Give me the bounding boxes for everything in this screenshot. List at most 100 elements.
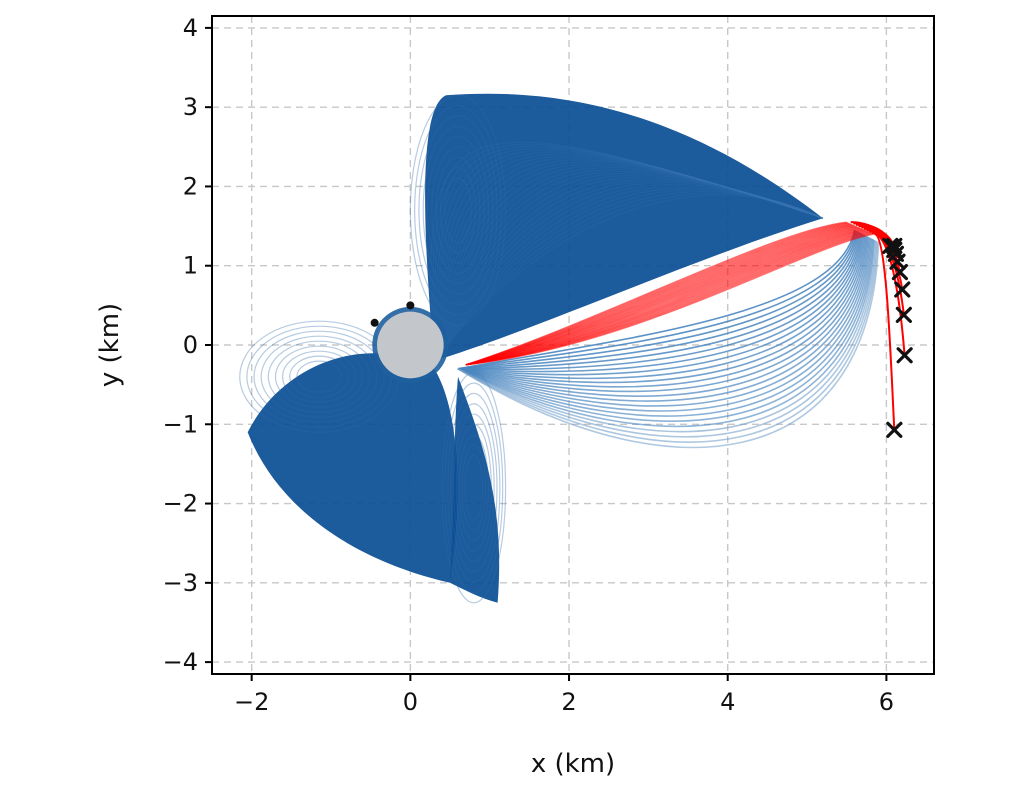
trajectory-line xyxy=(457,238,873,417)
trajectory-line xyxy=(457,229,856,370)
trajectory-line xyxy=(457,235,868,393)
y-tick-label: 2 xyxy=(183,172,198,200)
endpoint-marker xyxy=(886,421,903,438)
trajectory-line xyxy=(433,178,824,362)
trajectory-line xyxy=(457,235,867,388)
lobe-sweep-curve xyxy=(461,444,487,531)
trajectory-line xyxy=(457,240,876,433)
endpoint-marker-stroke xyxy=(886,237,903,255)
lobe-sweep-curve xyxy=(444,382,504,593)
lobe-sweep-curve xyxy=(274,345,364,408)
surface-marker xyxy=(406,301,415,310)
trajectory-line xyxy=(432,143,824,361)
lobe-sweep-curve xyxy=(439,167,477,254)
lobe-sweep-curve xyxy=(418,115,498,306)
lobe-sweep-curve xyxy=(464,454,484,521)
x-tick-label: −2 xyxy=(234,688,269,716)
lobe-envelope xyxy=(247,353,458,583)
lobe-sweep-curve xyxy=(435,156,481,264)
x-tick-label: 4 xyxy=(720,688,735,716)
y-tick-label: 4 xyxy=(183,14,198,42)
lobe-sweep-curve xyxy=(260,335,378,418)
trajectory-line xyxy=(433,157,824,361)
trajectory-line xyxy=(433,189,824,362)
trajectory-line xyxy=(457,238,872,412)
trajectory-line xyxy=(457,237,870,402)
y-axis-label: y (km) xyxy=(95,303,125,387)
endpoint-marker-stroke xyxy=(886,421,903,438)
lobe-sweep-curve xyxy=(267,340,371,413)
trajectory-line xyxy=(433,163,824,362)
trajectory-line xyxy=(433,149,824,361)
endpoint-marker xyxy=(891,263,908,281)
endpoint-marker-stroke xyxy=(895,306,912,323)
x-tick-label: 6 xyxy=(879,688,894,716)
x-axis-label: x (km) xyxy=(531,749,615,779)
y-tick-label: −4 xyxy=(163,648,198,676)
lobe-envelope xyxy=(425,93,823,361)
lobe-sweep-curve xyxy=(452,413,495,562)
trajectory-line xyxy=(457,234,865,380)
trajectory-line xyxy=(457,241,880,449)
endpoint-marker-stroke xyxy=(894,281,911,298)
trajectory-line xyxy=(457,232,861,371)
lobe-envelope xyxy=(450,376,500,603)
y-tick-label: −2 xyxy=(163,490,198,518)
trajectory-line xyxy=(433,170,824,362)
endpoint-marker-stroke xyxy=(896,347,913,364)
trajectory-line xyxy=(433,187,824,362)
y-tick-label: −3 xyxy=(163,569,198,597)
y-tick-label: −1 xyxy=(163,410,198,438)
lobe-sweep-curve xyxy=(253,330,385,423)
lobe-sweep-curve xyxy=(282,350,357,403)
trajectory-line xyxy=(433,161,824,361)
trajectory-line xyxy=(433,176,824,362)
lobe-sweep-curve xyxy=(426,136,490,285)
lobe-sweep-curve xyxy=(431,146,485,275)
y-tick-label: 1 xyxy=(183,252,198,280)
trajectory-line xyxy=(433,192,824,362)
approach-line xyxy=(465,233,875,366)
trajectory-bundle xyxy=(239,93,880,604)
lobe-sweep-curve xyxy=(458,434,490,542)
trajectory-line xyxy=(433,155,824,361)
trajectory-line xyxy=(433,151,824,361)
lobe-sweep-curve xyxy=(450,403,498,573)
trajectory-line xyxy=(433,147,824,361)
trajectory-line xyxy=(457,233,863,376)
trajectory-line xyxy=(457,239,875,428)
axis-ticks: −2 0 2 4 6 −4 −3 −2 −1 0 1 2 3 4 xyxy=(163,14,894,716)
lobe-sweep-curve xyxy=(422,125,494,295)
central-body xyxy=(370,301,449,384)
trajectory-line xyxy=(457,233,862,373)
trajectory-line xyxy=(433,165,824,362)
trajectory-line xyxy=(433,145,824,361)
endpoint-marker xyxy=(895,306,912,323)
trajectory-line xyxy=(457,240,878,438)
trajectory-line xyxy=(430,141,824,361)
endpoint-marker-stroke xyxy=(887,245,905,262)
lobe-sweep-curve xyxy=(455,423,492,552)
trajectory-line xyxy=(457,236,869,397)
lobe-sweep-curve xyxy=(289,355,350,398)
x-tick-label: 0 xyxy=(403,688,418,716)
trajectory-line xyxy=(433,166,824,362)
endpoint-marker xyxy=(896,347,913,364)
trajectory-line xyxy=(457,230,857,370)
y-tick-label: 3 xyxy=(183,93,198,121)
endpoint-marker-stroke xyxy=(891,263,908,281)
lobe-sweep-curve xyxy=(409,94,507,326)
trajectory-line xyxy=(433,183,824,362)
trajectory-line xyxy=(433,172,824,362)
trajectory-line xyxy=(433,153,824,361)
lobe-sweep-curve xyxy=(296,360,342,393)
trajectory-line xyxy=(457,239,874,422)
trajectory-line xyxy=(457,231,859,370)
trajectory-line xyxy=(433,180,824,362)
trajectory-line xyxy=(433,159,824,361)
trajectory-line xyxy=(433,168,824,362)
approach-line xyxy=(873,233,896,430)
trajectory-line xyxy=(457,237,871,407)
trajectory-line xyxy=(457,241,879,443)
